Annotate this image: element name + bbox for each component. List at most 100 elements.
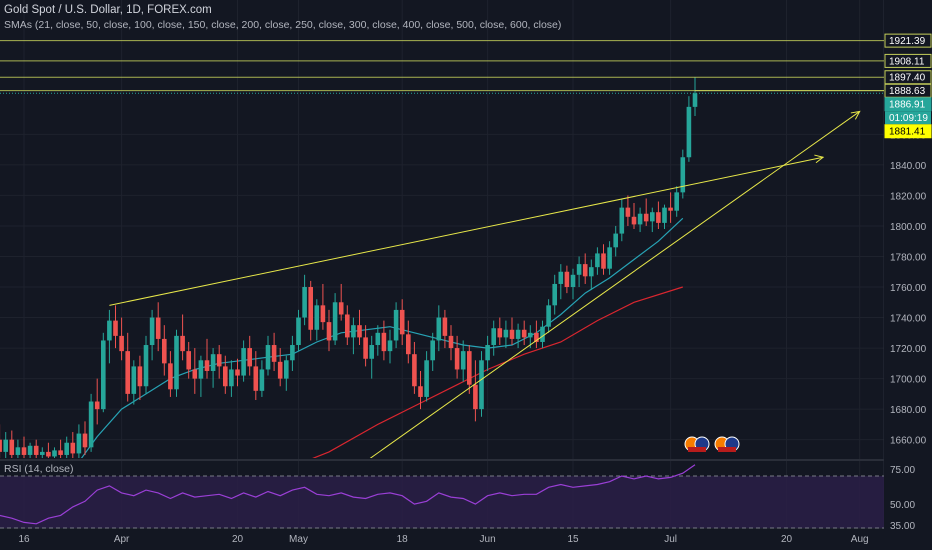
- candle[interactable]: [113, 305, 118, 349]
- candle[interactable]: [216, 345, 222, 379]
- candle[interactable]: [521, 320, 527, 346]
- candle[interactable]: [369, 335, 374, 379]
- candle[interactable]: [186, 341, 191, 379]
- candle[interactable]: [253, 351, 259, 400]
- price-label-1881-41[interactable]: 1881.41: [884, 124, 932, 139]
- candle[interactable]: [534, 320, 539, 349]
- candle[interactable]: [558, 264, 564, 300]
- candle[interactable]: [314, 299, 320, 341]
- candle[interactable]: [210, 348, 216, 388]
- candle[interactable]: [674, 186, 679, 217]
- price-label-1921-39[interactable]: 1921.39: [884, 33, 932, 48]
- candle[interactable]: [375, 325, 381, 356]
- candle[interactable]: [570, 268, 576, 300]
- candle[interactable]: [27, 442, 33, 458]
- candle[interactable]: [589, 259, 594, 291]
- candle[interactable]: [479, 351, 484, 417]
- candle[interactable]: [296, 309, 301, 352]
- candle[interactable]: [107, 309, 112, 364]
- candle[interactable]: [149, 309, 155, 361]
- candle[interactable]: [582, 253, 588, 284]
- candle[interactable]: [40, 447, 45, 458]
- candle[interactable]: [76, 424, 82, 458]
- candle[interactable]: [155, 302, 161, 352]
- candle[interactable]: [552, 274, 557, 315]
- candle[interactable]: [21, 436, 27, 458]
- candle[interactable]: [101, 332, 106, 413]
- price-label-1908-11[interactable]: 1908.11: [884, 53, 932, 68]
- candle[interactable]: [540, 320, 545, 349]
- candle[interactable]: [174, 329, 179, 397]
- candle[interactable]: [491, 320, 496, 356]
- candle[interactable]: [46, 442, 51, 458]
- candle[interactable]: [631, 203, 637, 229]
- candle[interactable]: [9, 430, 15, 458]
- trendlines[interactable]: [109, 110, 861, 470]
- price-label-1888-63[interactable]: 1888.63: [884, 83, 932, 98]
- candle[interactable]: [412, 341, 417, 394]
- candle[interactable]: [204, 338, 210, 379]
- candle[interactable]: [290, 335, 295, 371]
- candle[interactable]: [381, 320, 387, 361]
- trendline[interactable]: [109, 156, 824, 306]
- event-icons[interactable]: [684, 436, 740, 452]
- candle[interactable]: [650, 207, 655, 233]
- candle[interactable]: [546, 299, 551, 333]
- candle[interactable]: [473, 360, 478, 422]
- candle[interactable]: [52, 447, 57, 458]
- candle[interactable]: [442, 309, 448, 349]
- candle[interactable]: [58, 439, 63, 458]
- candle[interactable]: [680, 149, 686, 199]
- candle[interactable]: [564, 265, 570, 294]
- candle[interactable]: [284, 355, 289, 391]
- candle[interactable]: [82, 421, 88, 455]
- candle[interactable]: [436, 305, 442, 352]
- candle[interactable]: [180, 314, 185, 361]
- candle[interactable]: [3, 432, 8, 458]
- candle[interactable]: [235, 358, 240, 387]
- candle[interactable]: [418, 370, 423, 410]
- event-flag-icon[interactable]: [714, 436, 740, 452]
- candle[interactable]: [33, 439, 39, 458]
- candle[interactable]: [320, 283, 326, 330]
- candle[interactable]: [137, 355, 143, 400]
- candle[interactable]: [576, 256, 582, 288]
- event-flag-icon[interactable]: [684, 436, 710, 452]
- candle[interactable]: [326, 309, 332, 352]
- candle[interactable]: [271, 332, 277, 371]
- candle[interactable]: [399, 299, 405, 346]
- rsi-legend[interactable]: RSI (14, close): [4, 463, 74, 475]
- candle[interactable]: [619, 198, 625, 242]
- candle[interactable]: [393, 302, 399, 349]
- candle[interactable]: [70, 432, 76, 458]
- candle[interactable]: [198, 355, 204, 397]
- candle[interactable]: [448, 325, 454, 361]
- candle[interactable]: [351, 317, 356, 355]
- price-label-1897-40[interactable]: 1897.40: [884, 70, 932, 85]
- candle[interactable]: [387, 329, 393, 364]
- candle[interactable]: [454, 335, 460, 379]
- candle[interactable]: [332, 293, 338, 346]
- candle[interactable]: [662, 204, 667, 229]
- candle[interactable]: [643, 198, 649, 226]
- candles[interactable]: [0, 77, 698, 458]
- candle[interactable]: [88, 393, 94, 452]
- candle[interactable]: [131, 360, 137, 405]
- candle[interactable]: [192, 348, 198, 394]
- candle[interactable]: [277, 348, 283, 387]
- candle[interactable]: [357, 309, 362, 346]
- candle[interactable]: [485, 335, 490, 371]
- candle[interactable]: [363, 325, 368, 367]
- candle[interactable]: [345, 305, 350, 346]
- candle[interactable]: [595, 247, 600, 275]
- sma-legend[interactable]: SMAs (21, close, 50, close, 100, close, …: [4, 19, 562, 31]
- candle[interactable]: [692, 77, 698, 117]
- candle[interactable]: [625, 195, 631, 226]
- candle[interactable]: [308, 280, 313, 341]
- candle[interactable]: [15, 439, 21, 458]
- candle[interactable]: [302, 274, 307, 326]
- candle[interactable]: [119, 317, 124, 361]
- symbol-title[interactable]: Gold Spot / U.S. Dollar, 1D, FOREX.com: [4, 4, 212, 16]
- candle[interactable]: [430, 332, 435, 371]
